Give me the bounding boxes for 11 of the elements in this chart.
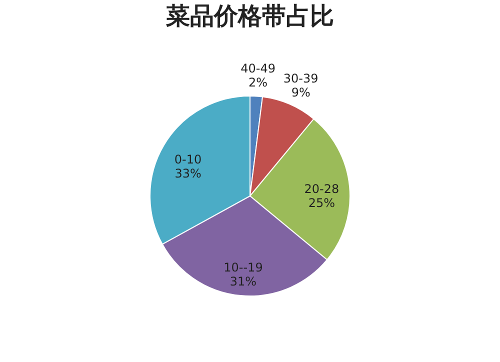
slice-label: 40-49 bbox=[240, 61, 276, 76]
data-label: 25% bbox=[308, 196, 336, 210]
slice-label: 0-10 bbox=[174, 152, 202, 166]
slice-label: 20-28 bbox=[304, 182, 340, 196]
slice-label: 30-39 bbox=[283, 72, 318, 86]
data-label: 2% bbox=[248, 75, 268, 90]
data-label: 33% bbox=[174, 166, 202, 180]
slice-label: 10--19 bbox=[224, 260, 263, 275]
data-label: 9% bbox=[291, 86, 310, 100]
data-label: 31% bbox=[230, 274, 257, 289]
chart-title: 菜品价格带占比 bbox=[165, 2, 334, 30]
